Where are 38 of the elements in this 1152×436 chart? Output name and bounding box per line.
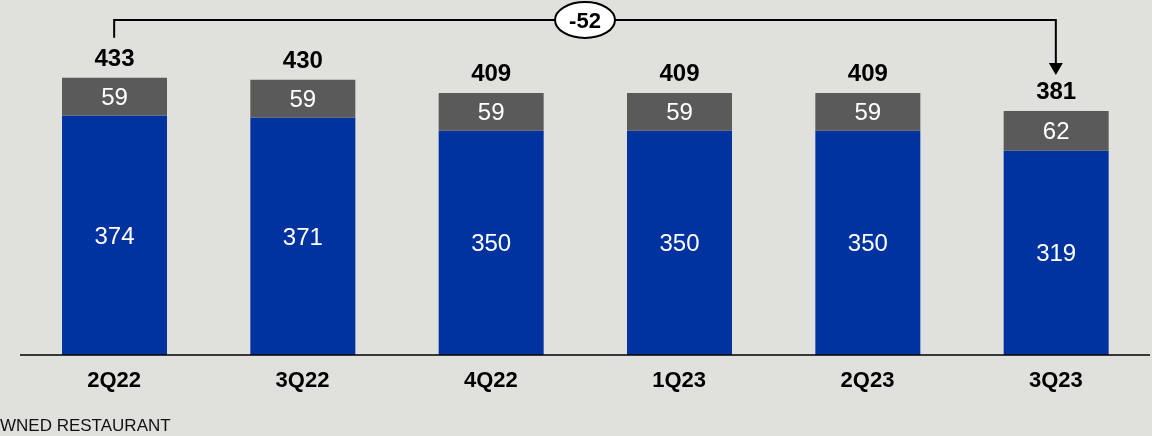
total-label: 409 xyxy=(659,59,700,87)
bar xyxy=(250,117,356,355)
total-label: 433 xyxy=(94,43,135,71)
data-label: 59 xyxy=(477,98,505,126)
data-label: 350 xyxy=(471,229,512,257)
bar xyxy=(438,130,544,355)
data-label: 59 xyxy=(101,83,128,111)
data-label: 350 xyxy=(659,229,700,257)
x-tick-label: 3Q22 xyxy=(275,366,330,392)
data-label: 350 xyxy=(847,229,888,257)
text: -52 xyxy=(569,8,601,33)
bar xyxy=(627,130,732,355)
data-label: 374 xyxy=(94,221,135,249)
bar xyxy=(62,77,167,116)
bar xyxy=(627,93,732,131)
data-label: 62 xyxy=(1042,117,1070,145)
x-tick-label: 2Q23 xyxy=(840,366,895,392)
x-tick-label: 2Q22 xyxy=(87,366,142,392)
total-label: 409 xyxy=(847,59,888,87)
total-label: 409 xyxy=(471,59,512,87)
x-tick-label: 1Q23 xyxy=(652,366,707,392)
text: WNED RESTAURANT xyxy=(0,416,171,435)
x-tick-label: 4Q22 xyxy=(463,366,518,392)
bar xyxy=(1003,150,1109,355)
bar xyxy=(438,93,544,131)
data-label: 59 xyxy=(666,98,693,126)
data-label: 59 xyxy=(854,98,882,126)
bar xyxy=(62,115,167,355)
bar xyxy=(815,130,921,355)
data-label: 319 xyxy=(1036,239,1077,267)
total-label: 430 xyxy=(282,45,323,73)
x-tick-label: 3Q23 xyxy=(1028,366,1083,392)
total-label: 381 xyxy=(1036,77,1077,105)
bar xyxy=(250,79,356,118)
data-label: 371 xyxy=(282,222,323,250)
data-label: 59 xyxy=(289,85,317,113)
bar xyxy=(1003,111,1109,151)
bar xyxy=(815,93,921,131)
